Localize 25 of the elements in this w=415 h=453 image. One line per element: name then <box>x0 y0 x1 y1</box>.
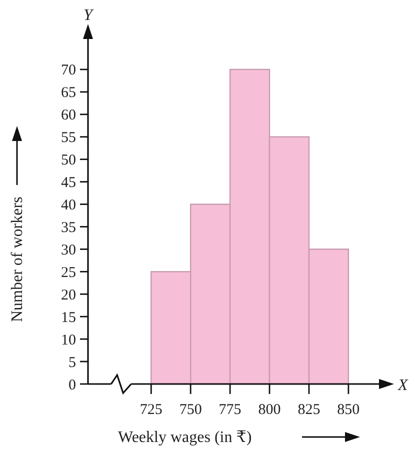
x-tick-label: 850 <box>337 402 360 418</box>
y-tick-label: 45 <box>61 175 76 192</box>
y-tick-label: 65 <box>61 85 76 102</box>
x-tick-label: 800 <box>258 402 281 418</box>
y-tick-label: 55 <box>61 130 76 146</box>
y-tick-label: 15 <box>61 310 76 326</box>
y-tick-label: 70 <box>61 62 76 79</box>
y-tick-label: 10 <box>61 332 76 348</box>
x-tick-label: 825 <box>298 402 320 418</box>
y-tick-label: 35 <box>61 220 76 236</box>
text: X <box>397 377 409 394</box>
x-tick-label: 775 <box>218 402 242 418</box>
y-tick-label: 40 <box>61 198 76 214</box>
y-tick-label: 20 <box>61 287 76 304</box>
y-tick-label: 50 <box>61 152 76 169</box>
x-axis-title: Weekly wages (in ₹) <box>118 429 252 446</box>
y-tick-label: 0 <box>68 377 76 394</box>
x-tick-label: 725 <box>140 402 162 418</box>
x-tick-label: 750 <box>179 402 202 418</box>
y-tick-label: 60 <box>61 108 76 124</box>
y-axis-title: Number of workers <box>9 196 26 322</box>
y-tick-label: 5 <box>68 354 76 371</box>
y-tick-label: 25 <box>61 264 76 281</box>
y-tick-label: 30 <box>61 242 76 258</box>
text: Y <box>84 7 95 24</box>
